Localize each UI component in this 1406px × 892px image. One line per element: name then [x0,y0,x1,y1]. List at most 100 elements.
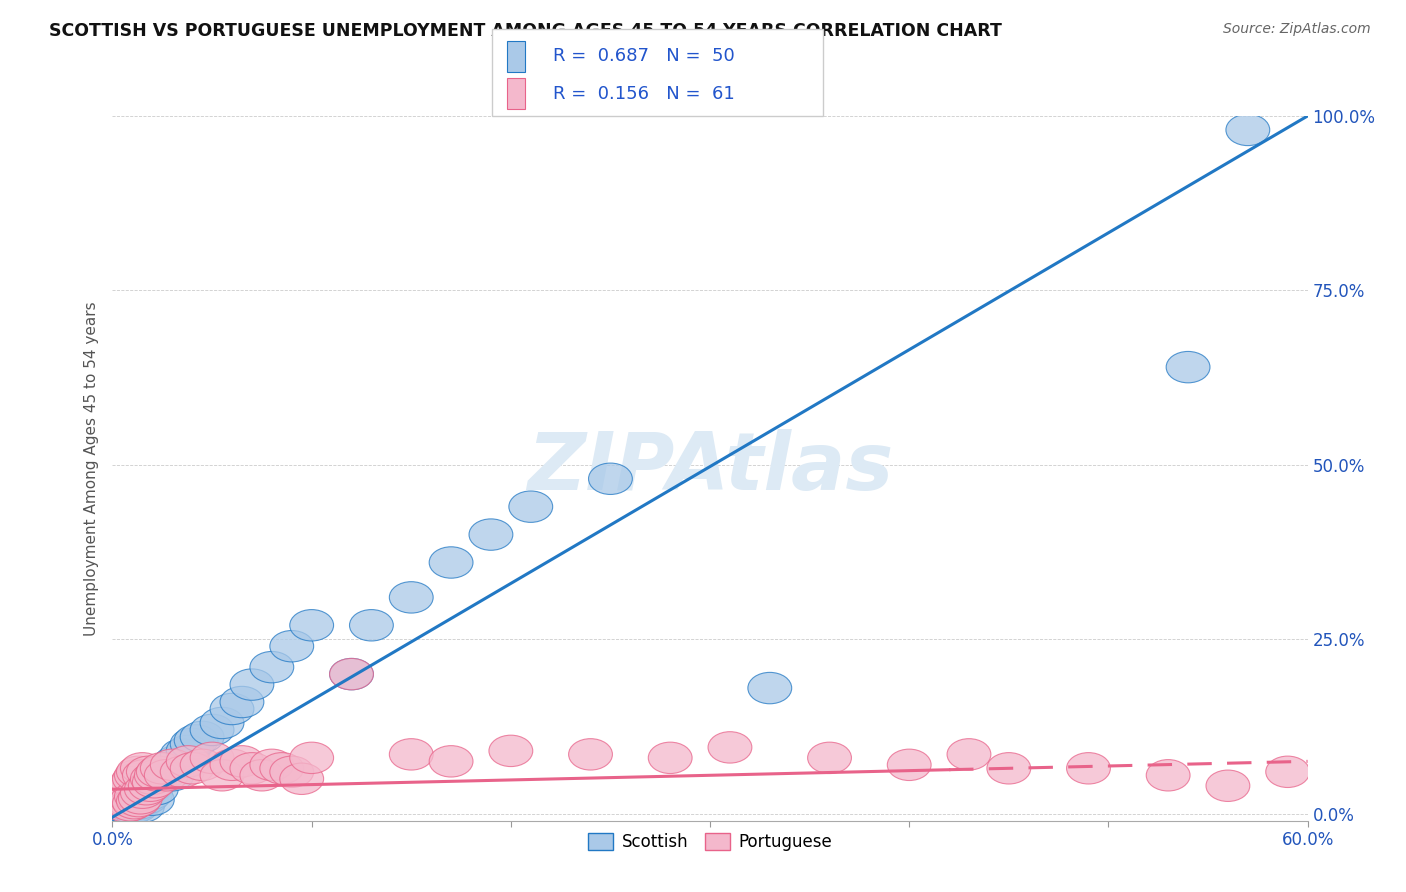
Ellipse shape [589,463,633,494]
Ellipse shape [240,760,284,791]
Ellipse shape [125,773,169,805]
Text: R =  0.687   N =  50: R = 0.687 N = 50 [553,47,734,65]
Ellipse shape [270,756,314,788]
Ellipse shape [135,773,179,805]
Ellipse shape [170,728,214,760]
Ellipse shape [1067,753,1111,784]
Ellipse shape [329,658,374,690]
Ellipse shape [389,739,433,770]
Ellipse shape [389,582,433,613]
Ellipse shape [103,780,146,812]
Ellipse shape [155,746,198,777]
Ellipse shape [121,753,165,784]
Ellipse shape [141,760,184,791]
Ellipse shape [489,735,533,766]
Ellipse shape [118,788,162,819]
Ellipse shape [111,784,155,815]
Ellipse shape [121,780,165,812]
Ellipse shape [174,724,218,756]
Ellipse shape [509,491,553,523]
Ellipse shape [107,789,150,821]
Ellipse shape [104,791,149,822]
Ellipse shape [568,739,613,770]
Ellipse shape [200,760,245,791]
Ellipse shape [948,739,991,770]
Ellipse shape [231,669,274,700]
Ellipse shape [166,735,209,766]
Ellipse shape [250,749,294,780]
Ellipse shape [170,753,214,784]
Ellipse shape [125,782,169,814]
Ellipse shape [132,766,176,798]
Ellipse shape [221,686,264,718]
Ellipse shape [108,795,152,826]
Ellipse shape [122,777,166,808]
Ellipse shape [887,749,931,780]
Ellipse shape [329,658,374,690]
Ellipse shape [180,722,224,753]
Ellipse shape [145,760,188,791]
Ellipse shape [190,714,233,746]
Ellipse shape [117,756,160,788]
Ellipse shape [141,753,184,784]
Ellipse shape [190,742,233,773]
Ellipse shape [209,693,254,724]
Text: Source: ZipAtlas.com: Source: ZipAtlas.com [1223,22,1371,37]
Text: R =  0.156   N =  61: R = 0.156 N = 61 [553,85,734,103]
Ellipse shape [127,773,170,805]
Ellipse shape [111,788,155,819]
Ellipse shape [748,673,792,704]
Ellipse shape [290,609,333,641]
Ellipse shape [280,763,323,795]
Ellipse shape [270,631,314,662]
Ellipse shape [114,760,159,791]
Ellipse shape [160,756,204,788]
Ellipse shape [260,753,304,784]
Ellipse shape [136,756,180,788]
Ellipse shape [114,786,159,817]
Ellipse shape [117,786,160,817]
Ellipse shape [111,792,155,824]
Ellipse shape [112,763,156,795]
Ellipse shape [104,792,149,824]
Ellipse shape [1166,351,1211,383]
Ellipse shape [131,784,174,815]
Ellipse shape [429,547,472,578]
Text: SCOTTISH VS PORTUGUESE UNEMPLOYMENT AMONG AGES 45 TO 54 YEARS CORRELATION CHART: SCOTTISH VS PORTUGUESE UNEMPLOYMENT AMON… [49,22,1002,40]
Ellipse shape [118,782,162,814]
Ellipse shape [122,760,166,791]
Ellipse shape [104,777,149,808]
Ellipse shape [1146,760,1189,791]
Ellipse shape [987,753,1031,784]
Text: ZIPAtlas: ZIPAtlas [527,429,893,508]
Ellipse shape [180,749,224,780]
Ellipse shape [132,766,176,798]
Ellipse shape [114,780,159,812]
Ellipse shape [101,788,145,819]
Ellipse shape [131,763,174,795]
Ellipse shape [112,788,156,819]
Ellipse shape [231,753,274,784]
Ellipse shape [1265,756,1309,788]
Ellipse shape [209,749,254,780]
Ellipse shape [709,731,752,763]
Ellipse shape [107,773,150,805]
Ellipse shape [111,766,155,798]
Ellipse shape [117,784,160,815]
Ellipse shape [135,760,179,791]
Ellipse shape [112,789,156,821]
Ellipse shape [127,756,170,788]
Ellipse shape [290,742,333,773]
Ellipse shape [108,789,152,821]
Ellipse shape [1206,770,1250,801]
Ellipse shape [200,707,245,739]
Ellipse shape [250,651,294,683]
Ellipse shape [807,742,852,773]
Ellipse shape [429,746,472,777]
Ellipse shape [1226,114,1270,145]
Ellipse shape [108,770,152,801]
Ellipse shape [150,760,194,791]
Ellipse shape [128,770,173,801]
Ellipse shape [98,784,142,815]
Ellipse shape [128,779,173,810]
